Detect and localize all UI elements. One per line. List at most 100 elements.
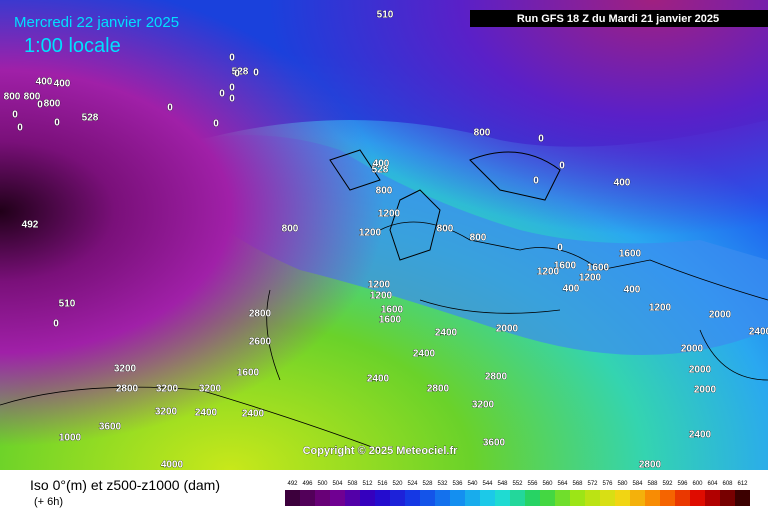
color-scale: 492 496 500 504 508 512 516 520 524 528 532 536 540 5…: [285, 481, 750, 506]
contour-label: 3200: [155, 407, 178, 418]
contour-label: 2800: [427, 384, 450, 395]
contour-label: 492: [22, 220, 39, 231]
scale-label: 548: [497, 481, 508, 487]
scale-swatch: [705, 490, 720, 506]
scale-swatch: [285, 490, 300, 506]
contour-label: 528: [82, 113, 99, 124]
scale-label: 524: [407, 481, 418, 487]
contour-label: 800: [470, 233, 487, 244]
scale-swatch: [555, 490, 570, 506]
contour-label: 2000: [689, 365, 712, 376]
scale-label: 572: [587, 481, 598, 487]
contour-label: 3600: [99, 422, 122, 433]
scale-swatch: [735, 490, 750, 506]
contour-label: 800: [437, 224, 454, 235]
scale-label: 544: [482, 481, 493, 487]
run-box: [470, 10, 768, 27]
contour-label: 0: [229, 53, 235, 64]
contour-label: 0: [229, 94, 235, 105]
contour-label: 2400: [749, 327, 768, 338]
scale-label: 532: [437, 481, 448, 487]
contour-label: 4000: [161, 460, 184, 471]
contour-label: 3200: [156, 384, 179, 395]
contour-label: 2800: [639, 460, 662, 471]
scale-swatch: [450, 490, 465, 506]
contour-label: 0: [533, 176, 539, 187]
contour-label: 0: [538, 134, 544, 145]
contour-label: 1600: [587, 263, 610, 274]
contour-label: 0: [229, 83, 235, 94]
scale-label: 588: [647, 481, 658, 487]
contour-label: 2000: [694, 385, 717, 396]
contour-label: 0: [53, 319, 59, 330]
contour-label: 2400: [413, 349, 436, 360]
contour-label: 510: [377, 10, 394, 21]
contour-label: 800: [44, 99, 61, 110]
scale-swatch: [345, 490, 360, 506]
contour-label: 400: [614, 178, 631, 189]
scale-label: 580: [617, 481, 628, 487]
contour-label: 800: [376, 186, 393, 197]
contour-label: 800: [474, 128, 491, 139]
scale-label: 492: [287, 481, 298, 487]
contour-label: 3200: [472, 400, 495, 411]
contour-label: 3200: [114, 364, 137, 375]
scale-label: 528: [422, 481, 433, 487]
local-time: 1:00 locale: [24, 35, 121, 57]
contour-label: 1600: [554, 261, 577, 272]
high-latitude: [0, 0, 768, 470]
scale-swatch: [360, 490, 375, 506]
legend-title: Iso 0°(m) et z500-z1000 (dam): [30, 477, 220, 493]
contour-label: 1200: [378, 209, 401, 220]
scale-label: 496: [302, 481, 313, 487]
scale-label: 612: [737, 481, 748, 487]
contour-label: 0: [54, 118, 60, 129]
scale-label: 504: [332, 481, 343, 487]
contour-label: 2800: [485, 372, 508, 383]
scale-swatch: [615, 490, 630, 506]
scale-swatch: [570, 490, 585, 506]
contour-label: 528: [232, 67, 249, 78]
contour-label: 0: [213, 119, 219, 130]
contour-label: 0: [559, 161, 565, 172]
scale-swatch: [660, 490, 675, 506]
scale-swatch: [465, 490, 480, 506]
scale-swatch: [675, 490, 690, 506]
scale-swatch: [480, 490, 495, 506]
contour-label: 2800: [116, 384, 139, 395]
contour-label: 2400: [242, 409, 265, 420]
scale-swatch: [510, 490, 525, 506]
scale-swatch: [540, 490, 555, 506]
contour-label: 1200: [359, 228, 382, 239]
contour-label: 800: [4, 92, 21, 103]
contour-label: 1600: [379, 315, 402, 326]
scale-swatch: [300, 490, 315, 506]
scale-label: 576: [602, 481, 613, 487]
scale-label: 564: [557, 481, 568, 487]
scale-label: 500: [317, 481, 328, 487]
contour-label: 1200: [537, 267, 560, 278]
contour-label: 800: [282, 224, 299, 235]
scale-swatch: [420, 490, 435, 506]
scale-label: 608: [722, 481, 733, 487]
contour-label: 510: [59, 299, 76, 310]
scale-label: 516: [377, 481, 388, 487]
contour-label: 2800: [249, 309, 272, 320]
contour-lines: [0, 221, 768, 451]
coastlines: [329, 149, 561, 261]
scale-label: 508: [347, 481, 358, 487]
scale-label: 552: [512, 481, 523, 487]
contour-label: 2000: [681, 344, 704, 355]
scale-swatch: [390, 490, 405, 506]
scale-swatch: [405, 490, 420, 506]
contour-label: 400: [36, 77, 53, 88]
contour-label: 1200: [649, 303, 672, 314]
scale-swatch: [585, 490, 600, 506]
scale-label: 568: [572, 481, 583, 487]
scale-swatch: [435, 490, 450, 506]
scale-swatch: [315, 490, 330, 506]
scale-label: 556: [527, 481, 538, 487]
contour-label: 0: [17, 123, 23, 134]
scale-swatch: [375, 490, 390, 506]
